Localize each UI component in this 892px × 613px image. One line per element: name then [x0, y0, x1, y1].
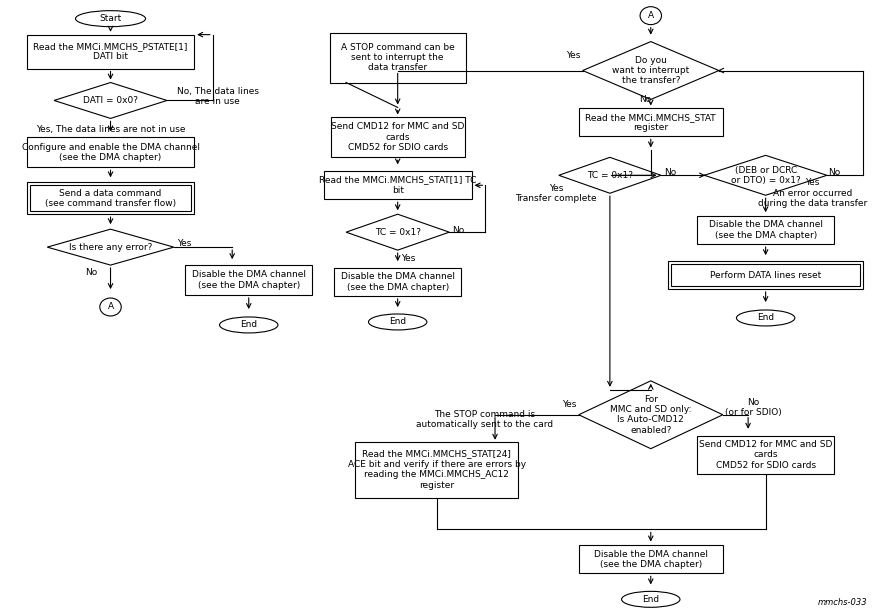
Bar — [329, 32, 466, 83]
Text: Start: Start — [99, 14, 121, 23]
Bar — [324, 171, 472, 199]
Text: TC = 0x1?: TC = 0x1? — [375, 227, 421, 237]
Bar — [334, 268, 461, 296]
Text: Yes
Transfer complete: Yes Transfer complete — [516, 183, 597, 203]
Text: No
(or for SDIO): No (or for SDIO) — [725, 398, 781, 417]
Text: Read the MMCi.MMCHS_STAT
register: Read the MMCi.MMCHS_STAT register — [585, 113, 716, 132]
Bar — [186, 265, 312, 295]
Text: No, The data lines
are in use: No, The data lines are in use — [177, 87, 259, 106]
Text: A: A — [648, 11, 654, 20]
Text: Is there any error?: Is there any error? — [69, 243, 153, 251]
Bar — [579, 546, 723, 573]
Text: Disable the DMA channel
(see the DMA chapter): Disable the DMA channel (see the DMA cha… — [341, 272, 455, 292]
Text: mmchs-033: mmchs-033 — [817, 598, 867, 607]
Text: No: No — [452, 226, 465, 235]
Text: Read the MMCi.MMCHS_PSTATE[1]
DATI bit: Read the MMCi.MMCHS_PSTATE[1] DATI bit — [33, 42, 187, 61]
Bar — [668, 261, 863, 289]
Text: Send CMD12 for MMC and SD
cards
CMD52 for SDIO cards: Send CMD12 for MMC and SD cards CMD52 fo… — [699, 440, 832, 470]
Text: Perform DATA lines reset: Perform DATA lines reset — [710, 270, 822, 280]
Text: Do you
want to interrupt
the transfer?: Do you want to interrupt the transfer? — [612, 56, 690, 85]
Text: Yes: Yes — [566, 51, 581, 60]
Text: No: No — [828, 168, 840, 177]
Bar — [698, 216, 834, 244]
Bar — [671, 264, 860, 286]
Text: Yes: Yes — [563, 400, 577, 409]
Text: Send a data command
(see command transfer flow): Send a data command (see command transfe… — [45, 189, 176, 208]
Bar — [355, 442, 518, 498]
Text: Read the MMCi.MMCHS_STAT[1] TC
bit: Read the MMCi.MMCHS_STAT[1] TC bit — [319, 175, 476, 195]
Text: No: No — [665, 168, 677, 177]
Text: Yes: Yes — [401, 254, 415, 262]
Text: Read the MMCi.MMCHS_STAT[24]
ACE bit and verify if there are errors by
reading t: Read the MMCi.MMCHS_STAT[24] ACE bit and… — [348, 449, 525, 490]
Text: End: End — [240, 321, 257, 329]
Text: End: End — [757, 313, 774, 322]
Text: Disable the DMA channel
(see the DMA chapter): Disable the DMA channel (see the DMA cha… — [708, 221, 822, 240]
Text: Configure and enable the DMA channel
(see the DMA chapter): Configure and enable the DMA channel (se… — [21, 143, 200, 162]
Bar — [698, 436, 834, 474]
Text: End: End — [389, 318, 406, 327]
Text: Yes
An error occurred
during the data transfer: Yes An error occurred during the data tr… — [758, 178, 867, 208]
Text: End: End — [642, 595, 659, 604]
Bar — [331, 118, 465, 158]
Text: Yes: Yes — [177, 238, 191, 248]
Text: DATI = 0x0?: DATI = 0x0? — [83, 96, 138, 105]
Text: TC = 0x1?: TC = 0x1? — [587, 171, 633, 180]
Bar — [29, 185, 191, 211]
Text: Disable the DMA channel
(see the DMA chapter): Disable the DMA channel (see the DMA cha… — [594, 550, 707, 569]
Text: Send CMD12 for MMC and SD
cards
CMD52 for SDIO cards: Send CMD12 for MMC and SD cards CMD52 fo… — [331, 123, 465, 152]
Text: No: No — [85, 268, 97, 276]
Text: A STOP command can be
sent to interrupt the
data transfer: A STOP command can be sent to interrupt … — [341, 43, 455, 72]
Text: For
MMC and SD only:
Is Auto-CMD12
enabled?: For MMC and SD only: Is Auto-CMD12 enabl… — [610, 395, 691, 435]
Text: Yes, The data lines are not in use: Yes, The data lines are not in use — [36, 126, 186, 134]
Text: Disable the DMA channel
(see the DMA chapter): Disable the DMA channel (see the DMA cha… — [192, 270, 306, 290]
Bar — [27, 137, 194, 167]
Text: The STOP command is
automatically sent to the card: The STOP command is automatically sent t… — [417, 410, 553, 430]
Text: No: No — [639, 95, 651, 104]
Text: (DEB or DCRC
or DTO) = 0x1?: (DEB or DCRC or DTO) = 0x1? — [731, 166, 800, 185]
Bar — [579, 109, 723, 136]
Text: A: A — [107, 302, 113, 311]
Bar — [27, 182, 194, 214]
Bar — [27, 34, 194, 69]
